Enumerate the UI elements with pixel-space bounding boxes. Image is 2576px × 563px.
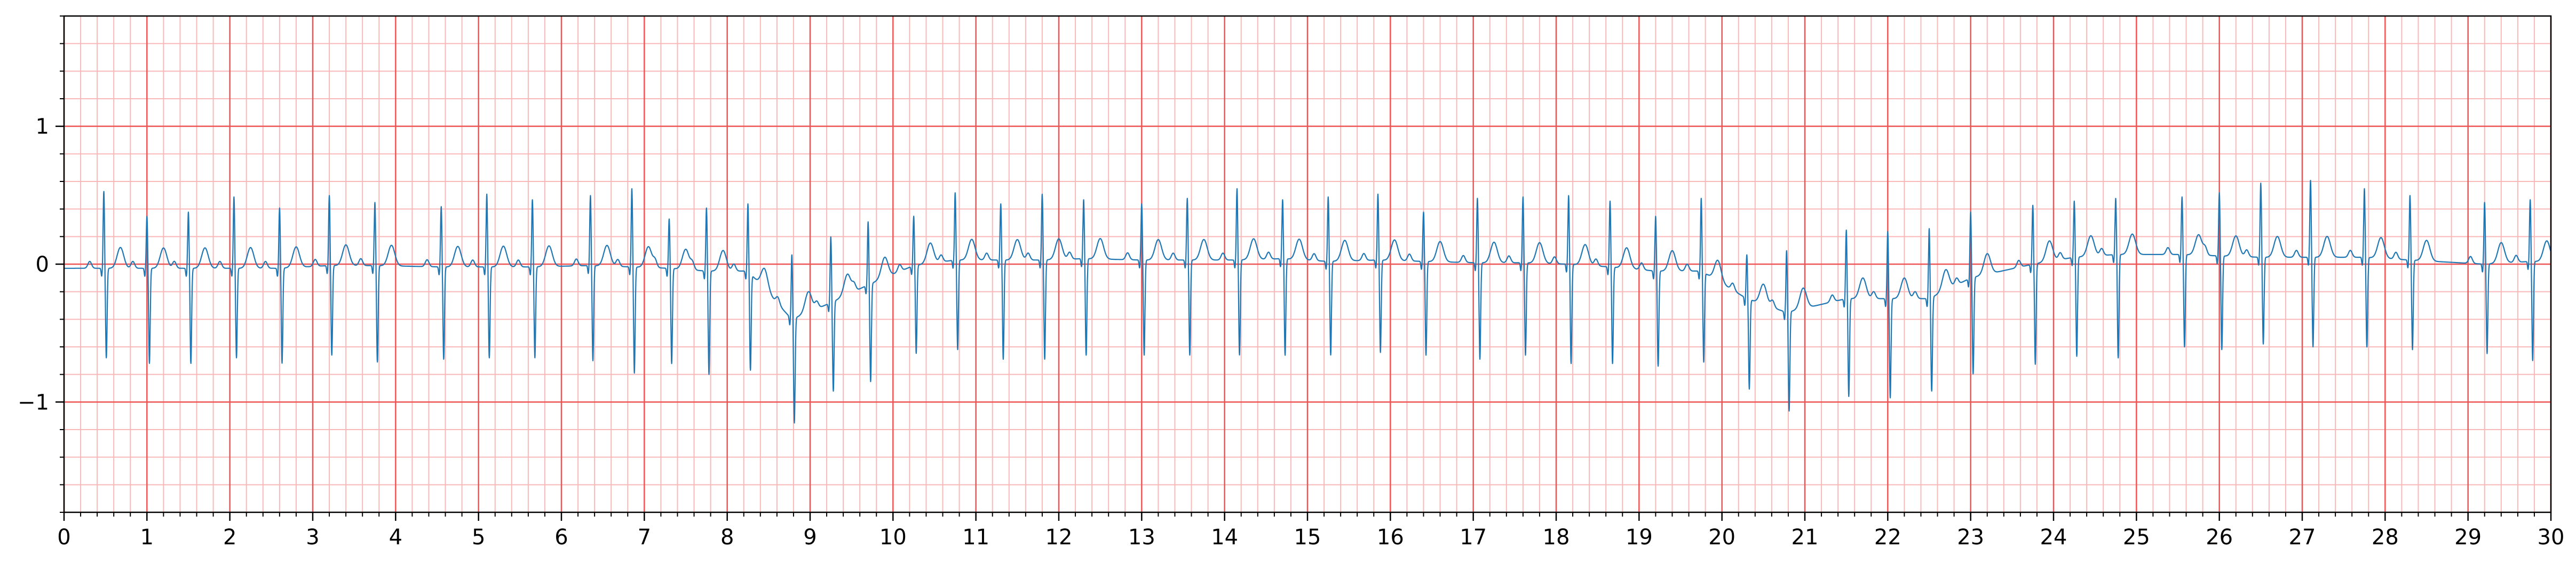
x-tick-label: 2 — [223, 525, 236, 550]
x-tick-label: 19 — [1626, 525, 1653, 550]
x-tick-label: 11 — [962, 525, 989, 550]
x-tick-label: 0 — [57, 525, 70, 550]
x-tick-label: 10 — [879, 525, 907, 550]
x-tick-label: 28 — [2372, 525, 2399, 550]
x-tick-label: 15 — [1294, 525, 1321, 550]
y-axis-ticks: −1 0 1 — [18, 15, 64, 513]
x-tick-label: 8 — [720, 525, 734, 550]
y-tick-label: −1 — [18, 390, 49, 415]
x-tick-label: 12 — [1045, 525, 1073, 550]
x-tick-label: 30 — [2538, 525, 2565, 550]
x-tick-label: 14 — [1211, 525, 1238, 550]
x-tick-label: 4 — [389, 525, 402, 550]
x-tick-label: 16 — [1377, 525, 1404, 550]
y-tick-label: 1 — [36, 115, 49, 139]
x-axis-ticks: 0 1 2 3 4 5 6 7 8 9 10 11 12 13 14 15 16 17 18 19 20 21 22 23 24… — [57, 512, 2564, 550]
x-tick-label: 20 — [1708, 525, 1735, 550]
x-tick-label: 27 — [2289, 525, 2316, 550]
x-tick-label: 24 — [2040, 525, 2067, 550]
x-tick-label: 6 — [554, 525, 568, 550]
ecg-trace-layer — [64, 180, 2552, 424]
x-tick-label: 26 — [2206, 525, 2233, 550]
x-tick-label: 23 — [1957, 525, 1984, 550]
x-tick-label: 18 — [1543, 525, 1570, 550]
ecg-trace-line — [64, 180, 2552, 424]
x-tick-label: 7 — [638, 525, 651, 550]
x-tick-label: 29 — [2454, 525, 2482, 550]
x-tick-label: 21 — [1792, 525, 1819, 550]
x-tick-label: 5 — [472, 525, 485, 550]
x-tick-label: 25 — [2123, 525, 2150, 550]
x-tick-label: 17 — [1460, 525, 1487, 550]
x-tick-label: 13 — [1128, 525, 1155, 550]
x-tick-label: 9 — [803, 525, 817, 550]
x-tick-label: 3 — [306, 525, 319, 550]
y-tick-label: 0 — [36, 252, 49, 277]
x-tick-label: 1 — [140, 525, 154, 550]
x-tick-label: 22 — [1874, 525, 1901, 550]
